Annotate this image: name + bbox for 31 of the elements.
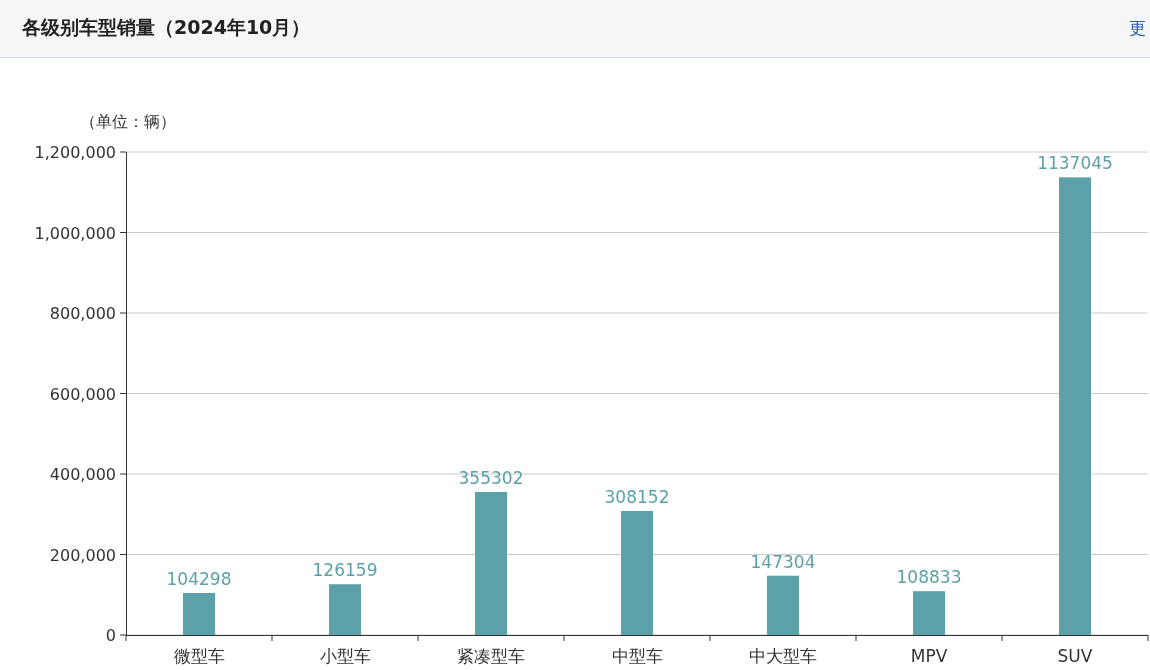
bar	[767, 575, 799, 635]
bar	[475, 491, 507, 635]
data-label: 308152	[604, 486, 670, 507]
data-label: 126159	[312, 560, 378, 581]
y-tick-label: 1,200,000	[34, 143, 116, 162]
x-tick-label: 小型车	[319, 646, 371, 666]
x-tick-label: 紧凑型车	[457, 646, 525, 666]
bar	[183, 593, 215, 635]
text: 更	[1129, 18, 1146, 38]
bar	[621, 510, 653, 635]
y-tick-label: 400,000	[49, 465, 116, 484]
x-tick-label: SUV	[1057, 646, 1093, 666]
x-tick-label: 中型车	[611, 646, 663, 666]
chart-title: 各级别车型销量（2024年10月）	[21, 16, 311, 38]
bar	[913, 591, 945, 635]
y-tick-label: 1,000,000	[34, 223, 116, 243]
data-label: 108833	[896, 567, 962, 588]
y-tick-label: 600,000	[49, 384, 116, 404]
x-tick-label: 微型车	[173, 646, 225, 666]
y-tick-label: 800,000	[49, 304, 116, 323]
data-label: 104298	[166, 569, 232, 590]
bar	[1059, 177, 1091, 635]
y-tick-label: 200,000	[49, 545, 116, 565]
y-axis-title: （单位：辆）	[80, 112, 176, 131]
data-label: 1137045	[1037, 153, 1113, 174]
data-label: 355302	[458, 467, 524, 488]
x-tick-label: MPV	[910, 646, 948, 666]
x-tick-label: 中大型车	[749, 646, 817, 666]
y-tick-label: 0	[105, 626, 116, 645]
data-label: 147304	[750, 551, 816, 572]
bar	[329, 584, 361, 635]
